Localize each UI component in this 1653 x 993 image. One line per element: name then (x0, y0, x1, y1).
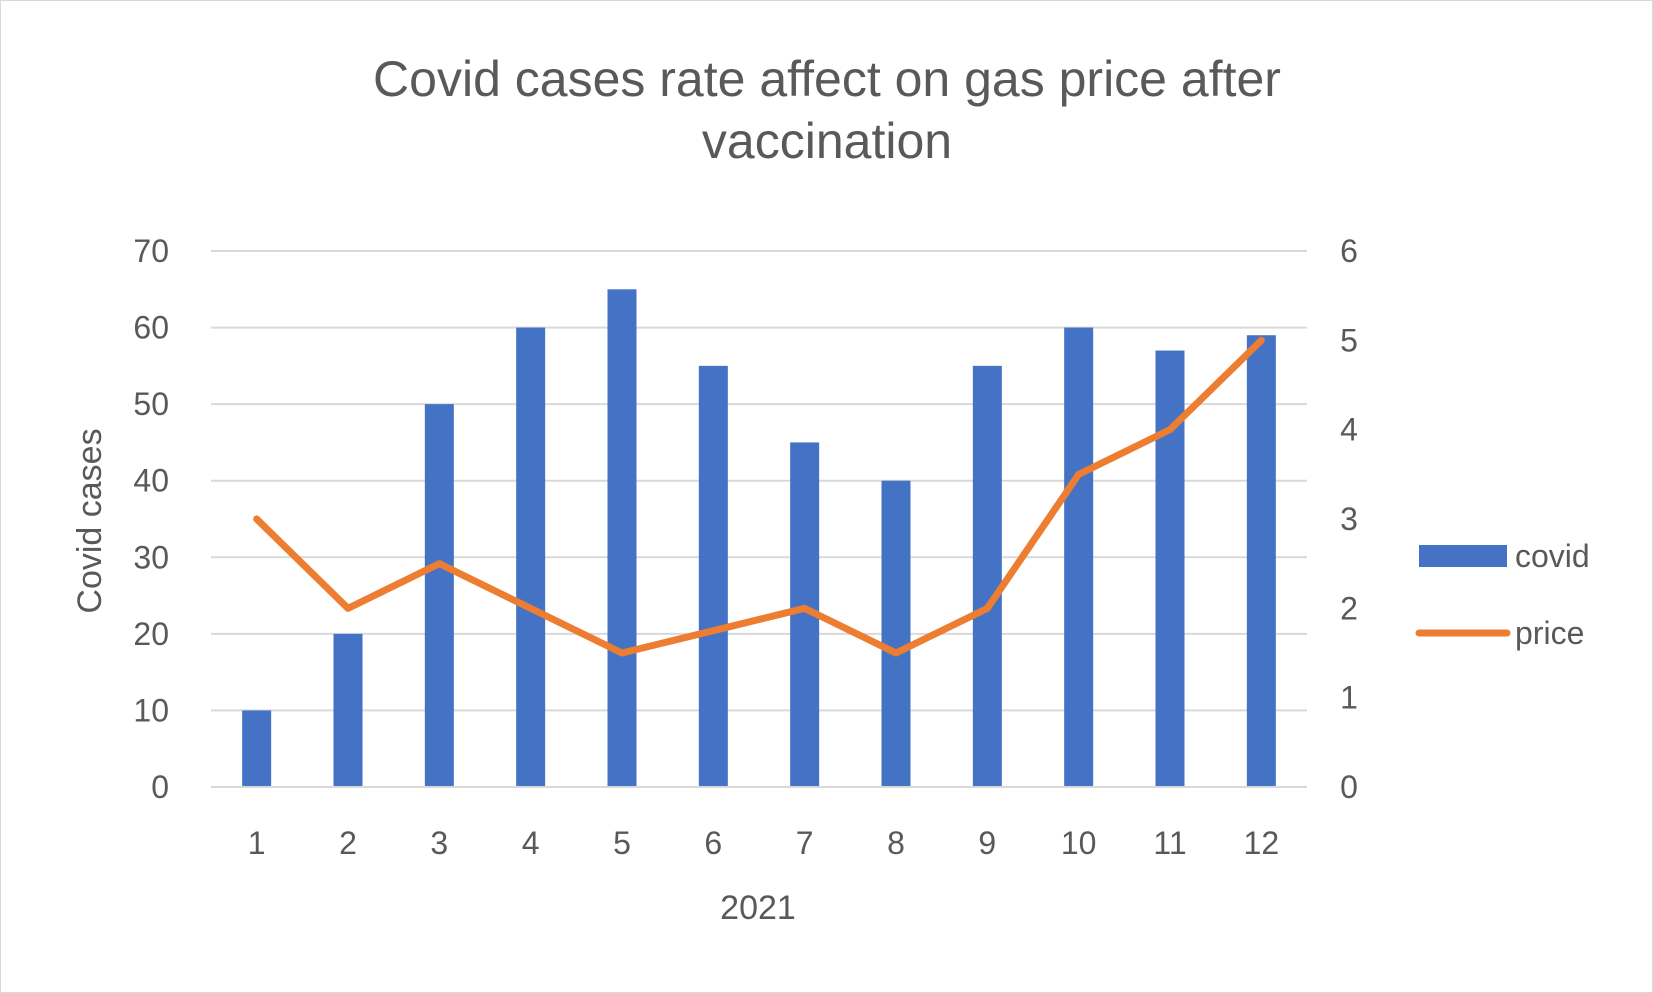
y-tick-label: 60 (133, 310, 169, 346)
y2-tick-label: 4 (1340, 412, 1358, 448)
chart-title-line: Covid cases rate affect on gas price aft… (373, 51, 1281, 107)
x-tick-label: 10 (1061, 825, 1097, 861)
x-tick-label: 11 (1153, 825, 1186, 861)
x-tick-label: 9 (978, 825, 996, 861)
x-tick-label: 12 (1244, 825, 1280, 861)
y-tick-label: 40 (133, 463, 169, 499)
y-tick-label: 30 (133, 539, 169, 575)
legend-swatch-covid (1419, 545, 1507, 567)
y-axis-title: Covid cases (71, 428, 109, 613)
y2-tick-label: 1 (1340, 680, 1358, 716)
x-tick-label: 3 (430, 825, 448, 861)
legend-label-covid: covid (1515, 538, 1590, 574)
covid-bar (607, 289, 637, 787)
chart-title-line: vaccination (702, 113, 952, 169)
y2-tick-label: 0 (1340, 769, 1358, 805)
y-tick-label: 10 (133, 692, 169, 728)
gridlines (211, 250, 1307, 788)
x-tick-label: 6 (704, 825, 722, 861)
covid-bar (333, 633, 363, 787)
y-tick-label: 70 (133, 233, 169, 269)
covid-bar (242, 710, 272, 787)
x-tick-label: 7 (796, 825, 814, 861)
x-tick-label: 4 (522, 825, 540, 861)
x-axis-title: 2021 (720, 889, 796, 927)
price-line (253, 336, 1265, 657)
covid-bar (516, 327, 546, 787)
price-series-line (253, 336, 1265, 657)
covid-bar (1246, 335, 1276, 787)
y2-tick-label: 6 (1340, 233, 1358, 269)
x-tick-label: 1 (248, 825, 266, 861)
y-tick-label: 20 (133, 616, 169, 652)
left-axis-ticks: 0 10 20 30 40 50 60 70 (133, 233, 169, 805)
x-tick-label: 2 (339, 825, 357, 861)
right-axis-ticks: 0 1 2 3 4 5 6 (1340, 233, 1358, 805)
y-tick-label: 0 (151, 769, 169, 805)
chart-title: Covid cases rate affect on gas price aft… (373, 51, 1281, 169)
covid-bar (698, 365, 728, 787)
x-axis-ticks: 1 2 3 4 5 6 7 8 9 10 11 12 (248, 825, 1279, 861)
legend-label-price: price (1515, 615, 1584, 651)
covid-bar (881, 480, 911, 787)
covid-bar (1064, 327, 1094, 787)
covid-bar (424, 404, 454, 787)
y2-tick-label: 2 (1340, 590, 1358, 626)
y2-tick-label: 5 (1340, 322, 1358, 358)
x-tick-label: 8 (887, 825, 905, 861)
legend: covid price (1415, 538, 1590, 651)
covid-bar (972, 365, 1002, 787)
covid-bars (211, 289, 1307, 788)
y2-tick-label: 3 (1340, 501, 1358, 537)
y-tick-label: 50 (133, 386, 169, 422)
x-tick-label: 5 (613, 825, 631, 861)
